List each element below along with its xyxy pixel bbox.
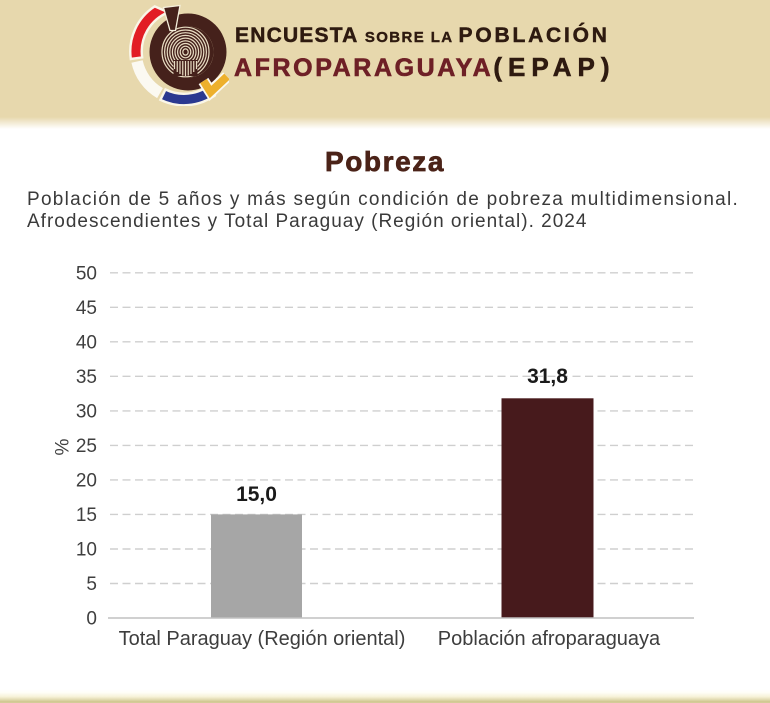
svg-text:45: 45	[76, 298, 97, 319]
svg-text:10: 10	[76, 540, 97, 561]
svg-text:0: 0	[86, 609, 97, 630]
svg-text:15,0: 15,0	[236, 483, 277, 506]
svg-text:50: 50	[76, 263, 97, 284]
svg-text:35: 35	[76, 367, 97, 388]
svg-text:20: 20	[76, 470, 97, 491]
svg-text:15: 15	[76, 505, 97, 526]
svg-text:30: 30	[76, 401, 97, 422]
svg-text:Total Paraguay (Región orienta: Total Paraguay (Región oriental)	[119, 628, 406, 650]
svg-text:%: %	[53, 438, 74, 455]
svg-text:25: 25	[76, 436, 97, 457]
svg-text:5: 5	[86, 574, 97, 595]
svg-text:Población afroparaguaya: Población afroparaguaya	[438, 628, 661, 650]
svg-text:31,8: 31,8	[527, 365, 568, 388]
svg-text:40: 40	[76, 332, 97, 353]
